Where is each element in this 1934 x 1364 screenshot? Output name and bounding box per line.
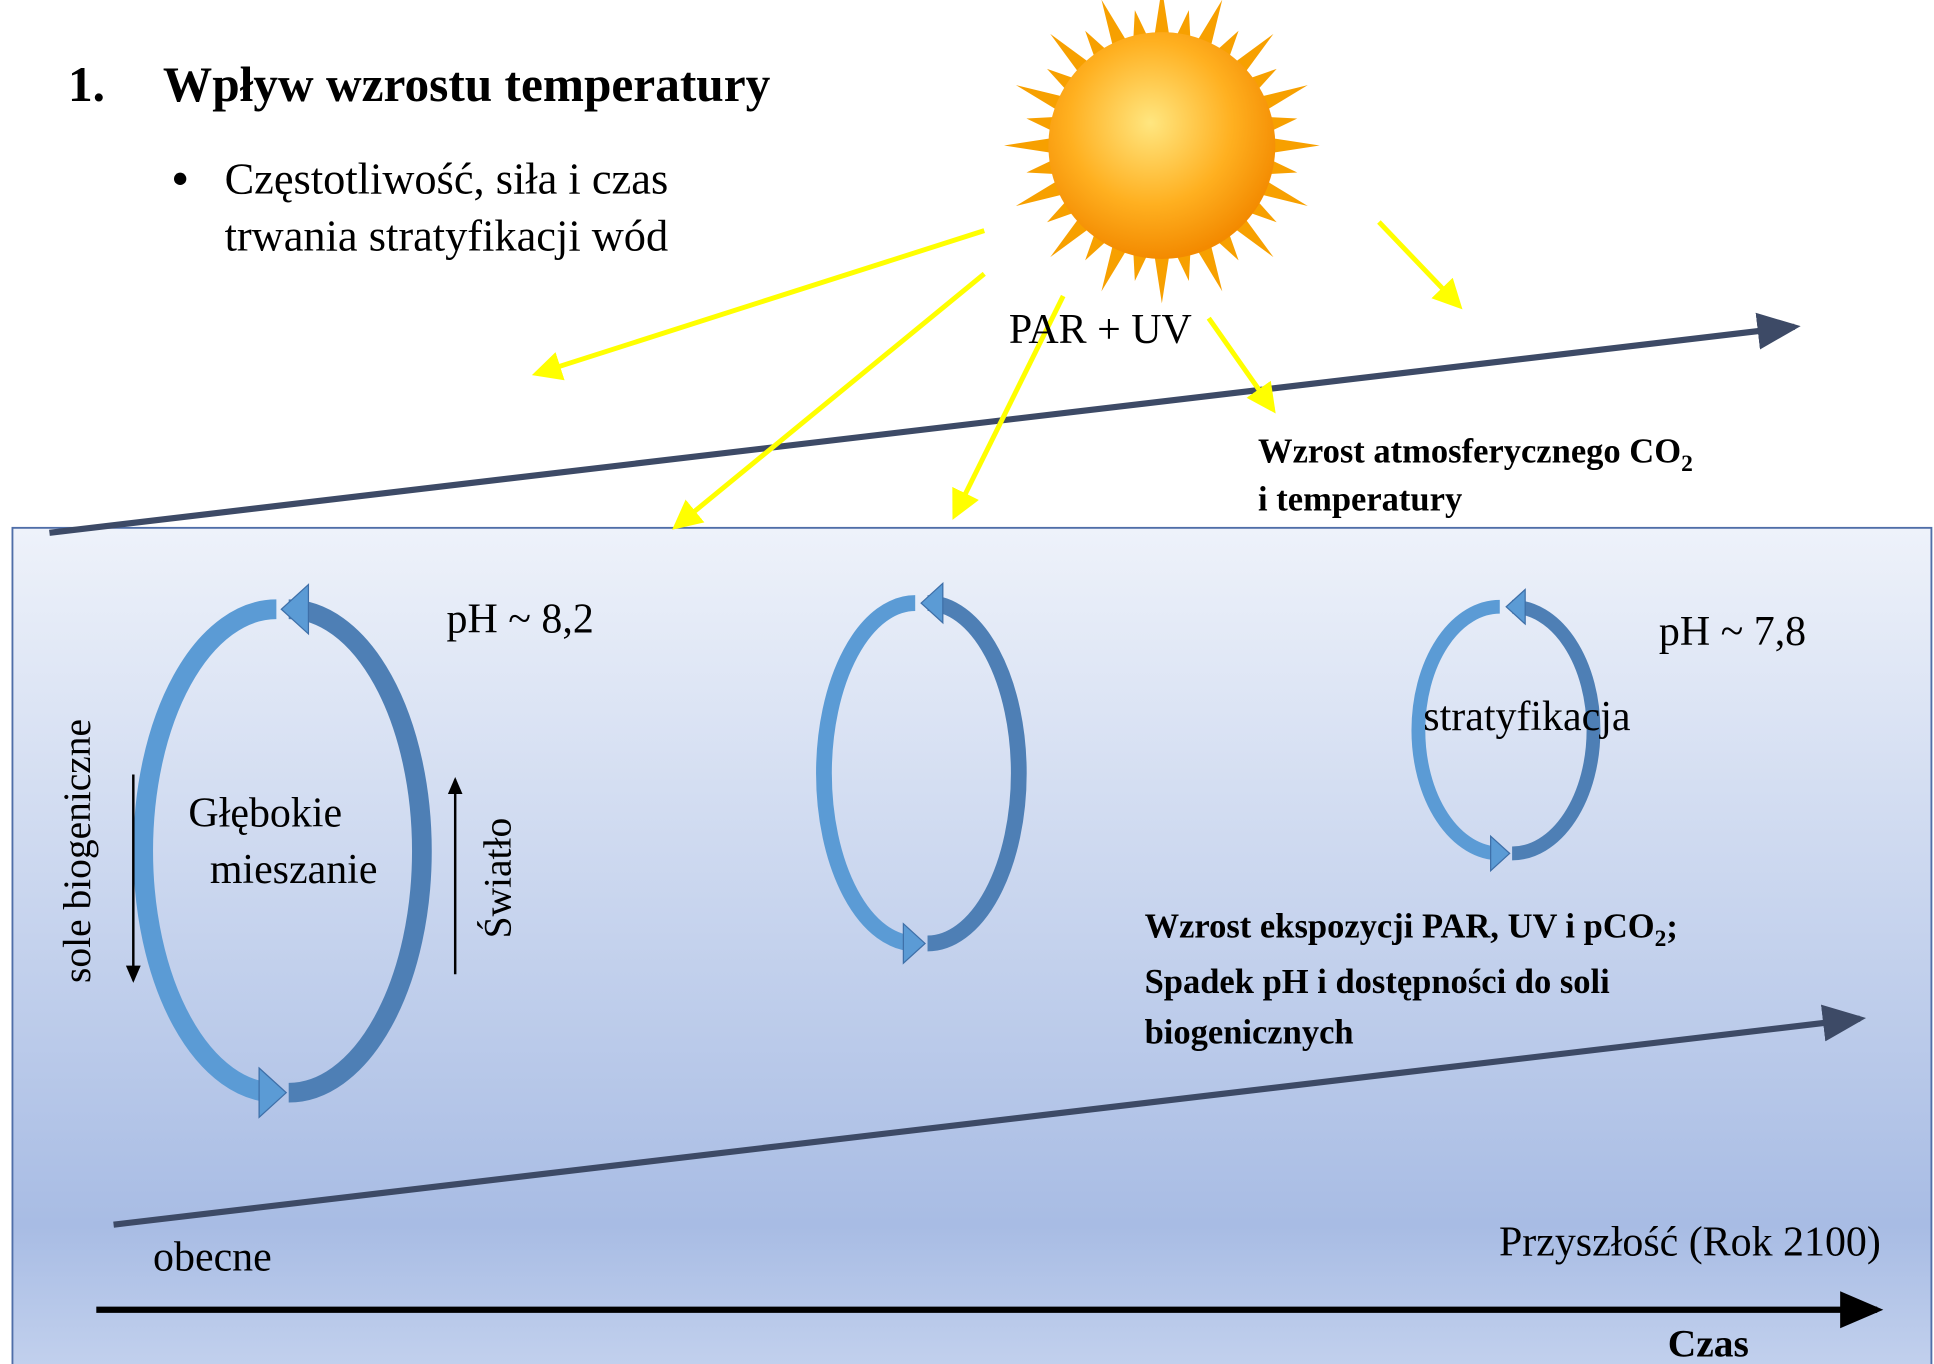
exposure-text: Wzrost ekspozycji PAR, UV i pCO <box>1145 907 1655 945</box>
mixing-label: mieszanie <box>210 847 378 893</box>
sun-spike <box>1101 0 1128 49</box>
time-label: Czas <box>1668 1322 1749 1364</box>
sun-rays-arrows <box>531 220 1463 530</box>
cycle-arc <box>288 599 432 1103</box>
exposure-label: Wzrost ekspozycji PAR, UV i pCO2; <box>1145 907 1678 952</box>
ph-right: pH ~ 7,8 <box>1659 609 1806 655</box>
bullet-dot <box>174 172 187 185</box>
cycle-arrowhead <box>280 583 310 636</box>
mixing-label: Głębokie <box>188 790 342 836</box>
sun-spike <box>1026 159 1058 175</box>
cycle-arrowhead <box>258 1066 288 1119</box>
sun-spike <box>1015 85 1065 112</box>
exposure-sub: 2 <box>1655 926 1667 952</box>
cycle-arrowhead <box>1490 834 1511 873</box>
cycle-arc <box>927 595 1027 952</box>
exposure-end: ; <box>1666 907 1678 945</box>
sun-spike <box>1266 116 1298 132</box>
sun-spike <box>1233 216 1274 258</box>
co2-label: i temperatury <box>1258 481 1462 519</box>
future-label: Przyszłość (Rok 2100) <box>1499 1219 1881 1265</box>
sun-spike <box>1175 10 1191 41</box>
sun-label: PAR + UV <box>1009 307 1192 353</box>
ray <box>952 294 1066 520</box>
cycle-arrowhead <box>1505 588 1526 626</box>
sun-spike <box>1026 116 1058 132</box>
stratification-label: stratyfikacja <box>1423 694 1631 740</box>
sun-spike <box>1196 0 1223 49</box>
water-box <box>11 526 1933 1364</box>
nutrients-label: sole biogeniczne <box>55 719 99 983</box>
ray <box>1377 220 1463 310</box>
sun-spike <box>1154 0 1170 38</box>
bullet-line: trwania stratyfikacji wód <box>225 210 669 260</box>
cycles <box>133 581 1601 1119</box>
sun-spike <box>1133 10 1149 41</box>
sun-spike <box>1101 242 1128 292</box>
sun-spike <box>1175 250 1191 281</box>
heading-title: Wpływ wzrostu temperatury <box>163 57 771 112</box>
sun <box>1048 32 1276 259</box>
sun-spike <box>1133 250 1149 281</box>
ray <box>672 271 986 530</box>
sun-spike <box>1266 159 1298 175</box>
sun-spike <box>1258 179 1308 206</box>
cycle-arc <box>1511 599 1601 861</box>
ph-left: pH ~ 8,2 <box>447 597 594 643</box>
sun-spike <box>1270 137 1320 154</box>
sun-spike <box>1233 33 1274 75</box>
ray <box>531 228 986 381</box>
co2-label: Wzrost atmosferycznego CO2 <box>1258 432 1693 477</box>
atmosphere-arrow <box>49 312 1801 536</box>
sun-spike <box>1050 216 1091 258</box>
sun-spike <box>1154 253 1170 304</box>
co2-sub: 2 <box>1681 451 1693 477</box>
sun-rays <box>1003 0 1320 304</box>
sun-spike <box>1015 179 1065 206</box>
sun-spike <box>1050 33 1091 75</box>
ray <box>1206 316 1276 414</box>
co2-text: Wzrost atmosferycznego CO <box>1258 432 1681 470</box>
cycle-arrowhead <box>920 581 944 625</box>
sun-spike <box>1258 85 1308 112</box>
bullet-line: Częstotliwość, siła i czas <box>225 154 669 204</box>
cycle-arrowhead <box>902 922 926 965</box>
light-label: Światło <box>476 818 520 939</box>
present-label: obecne <box>153 1234 272 1280</box>
heading-number: 1. <box>68 57 105 112</box>
trend-arrow <box>113 1004 1867 1228</box>
cycle-arc <box>816 595 916 952</box>
exposure-label: biogenicznych <box>1145 1013 1354 1051</box>
cycle-arc <box>1411 599 1500 861</box>
exposure-label: Spadek pH i dostępności do soli <box>1145 963 1611 1001</box>
cycle-arc <box>133 599 277 1103</box>
sun-spike <box>1196 242 1223 292</box>
sun-spike <box>1003 137 1054 154</box>
